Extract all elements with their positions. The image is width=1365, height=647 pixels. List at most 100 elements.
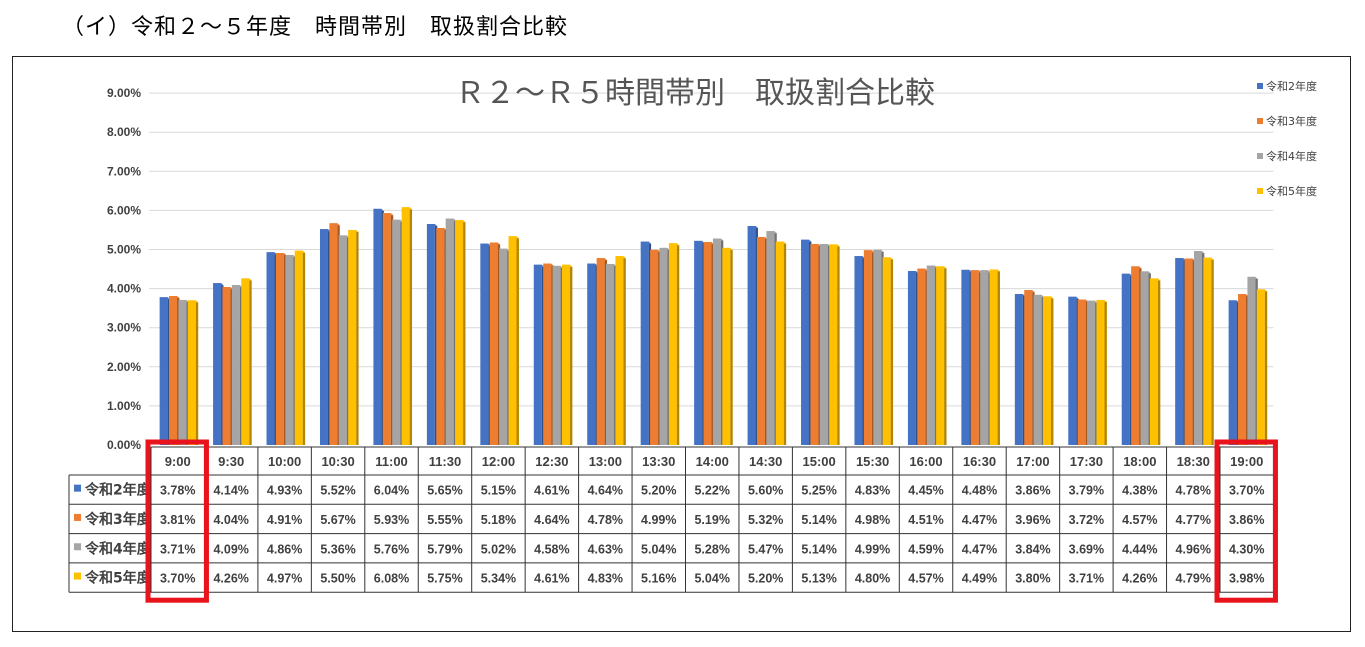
bar	[445, 218, 454, 445]
bar-side	[1264, 291, 1268, 445]
category-label: 13:30	[642, 454, 675, 469]
bar-side	[1041, 296, 1045, 445]
table-value: 4.83%	[855, 484, 890, 498]
category-label: 9:30	[218, 454, 244, 469]
table-value: 3.71%	[1069, 572, 1104, 586]
bar-top	[756, 236, 768, 239]
category-label: 11:30	[429, 454, 462, 469]
bar-side	[827, 246, 831, 445]
bar-top	[1140, 271, 1151, 274]
table-value: 4.57%	[908, 572, 943, 586]
bar	[294, 250, 303, 445]
table-value: 5.79%	[427, 542, 462, 556]
bar	[1256, 289, 1265, 445]
table-value: 4.58%	[534, 542, 569, 556]
bar-side	[702, 242, 705, 445]
bar-side	[978, 272, 982, 445]
bar-top	[489, 242, 501, 245]
bar-side	[1095, 302, 1098, 445]
bar	[508, 236, 517, 445]
series-swatch	[74, 572, 81, 580]
bar-side	[186, 301, 189, 445]
bar	[489, 242, 498, 445]
bar-top	[810, 244, 821, 247]
y-tick-label: 8.00%	[107, 125, 141, 139]
bar	[319, 229, 328, 445]
bar	[401, 207, 410, 445]
bar-top	[1193, 251, 1205, 254]
category-label: 13:00	[589, 454, 622, 469]
bar-top	[775, 241, 787, 244]
bar	[382, 213, 391, 445]
category-label: 18:30	[1177, 454, 1210, 469]
bar-side	[1051, 298, 1054, 445]
bar-side	[1255, 278, 1258, 445]
bar	[1043, 296, 1052, 445]
bar-side	[774, 233, 777, 445]
bar-side	[1236, 302, 1240, 445]
bar	[159, 297, 168, 445]
bar-top	[373, 208, 384, 211]
bar-side	[507, 250, 510, 445]
bar-top	[178, 299, 189, 302]
legend-label: 令和2年度	[1266, 79, 1317, 93]
table-value: 4.91%	[267, 513, 302, 527]
table-value: 5.75%	[427, 572, 462, 586]
table-value: 4.04%	[213, 513, 248, 527]
table-value: 5.76%	[374, 542, 409, 556]
bar	[854, 256, 863, 445]
bar-top	[455, 220, 466, 223]
bar-side	[541, 266, 545, 445]
table-value: 5.14%	[801, 513, 836, 527]
table-value: 4.26%	[213, 572, 248, 586]
chart-frame: 9:00 9:30 10:00 10:30 11:00 11:30 12:00 12:30 13…	[12, 56, 1351, 632]
table-value: 4.77%	[1176, 513, 1211, 527]
bar-top	[159, 297, 171, 300]
bar	[1014, 294, 1023, 445]
bar-side	[409, 209, 413, 445]
table-value: 5.67%	[320, 513, 355, 527]
bar-side	[595, 265, 598, 445]
bar-top	[640, 241, 652, 244]
table-value: 4.93%	[267, 484, 302, 498]
bar	[917, 268, 926, 445]
bar-side	[809, 241, 812, 445]
bar-side	[755, 228, 758, 445]
table-value: 4.59%	[908, 542, 943, 556]
bar-side	[177, 298, 180, 445]
category-label: 14:30	[749, 454, 782, 469]
bar-side	[1201, 253, 1205, 445]
table-value: 5.32%	[748, 513, 783, 527]
table-value: 4.83%	[588, 572, 623, 586]
bar	[231, 285, 240, 445]
bar-side	[195, 302, 199, 445]
bar	[829, 244, 838, 445]
category-label: 12:00	[482, 454, 515, 469]
bar-top	[1096, 299, 1107, 302]
table-value: 5.15%	[481, 484, 516, 498]
bar	[436, 227, 445, 445]
table-value: 4.26%	[1122, 572, 1157, 586]
table-value: 5.20%	[641, 484, 676, 498]
table-value: 4.78%	[1176, 484, 1211, 498]
category-label: 15:00	[803, 454, 836, 469]
bar-top	[1228, 300, 1240, 303]
bar-top	[1238, 294, 1249, 297]
bar-side	[764, 238, 768, 445]
bar-top	[543, 263, 554, 266]
bar-side	[623, 258, 626, 445]
bar-side	[569, 266, 573, 445]
bar-side	[302, 252, 306, 445]
bar	[392, 219, 401, 445]
bar	[712, 238, 721, 445]
bar	[455, 220, 464, 445]
bar-top	[1024, 290, 1035, 293]
bar	[285, 254, 294, 445]
bar-top	[213, 283, 224, 286]
bar-top	[1203, 257, 1214, 260]
table-value: 5.04%	[641, 542, 676, 556]
bar-side	[337, 225, 340, 445]
bar	[775, 241, 784, 445]
bar-top	[863, 250, 875, 253]
